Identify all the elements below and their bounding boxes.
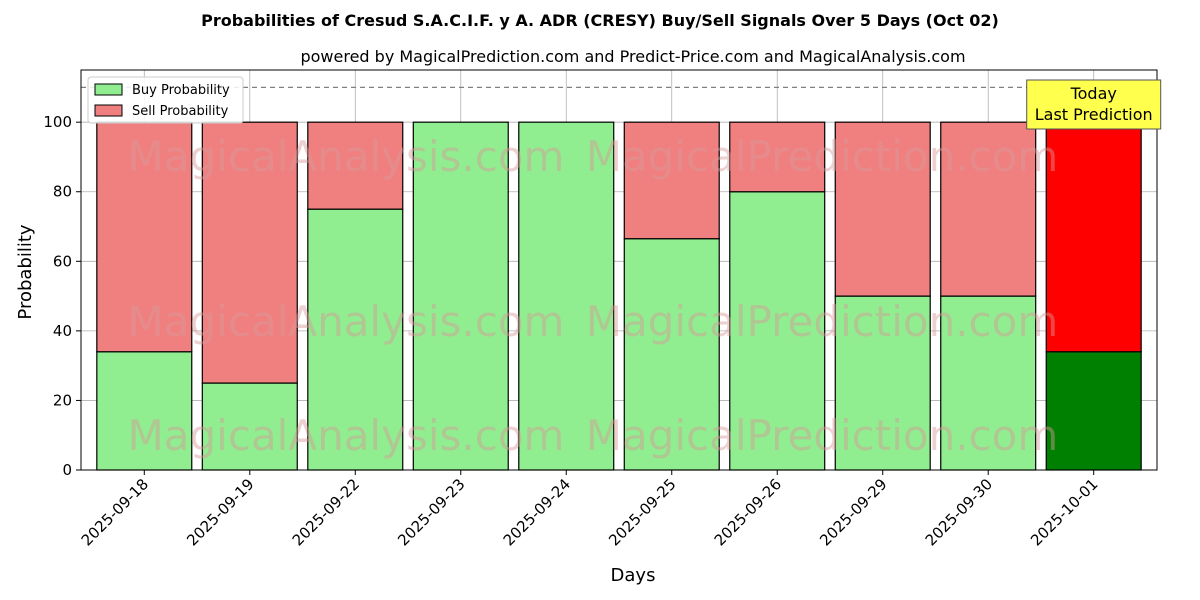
x-tick-label-2025-09-19: 2025-09-19 <box>183 475 257 549</box>
bar-sell-2025-09-29 <box>834 121 931 297</box>
y-tick-label-3: 60 <box>53 252 72 270</box>
y-tick-label-1: 20 <box>53 391 72 409</box>
bar-sell-2025-09-25 <box>623 121 720 240</box>
y-tick-label-4: 80 <box>53 183 72 201</box>
watermark-left-0: MagicalAnalysis.com <box>128 411 565 460</box>
watermark-left-1: MagicalAnalysis.com <box>128 297 565 346</box>
bar-buy-2025-10-01 <box>1045 351 1142 471</box>
x-tick-label-2025-09-30: 2025-09-30 <box>922 475 996 549</box>
watermark-left-2: MagicalAnalysis.com <box>128 132 565 181</box>
bar-buy-2025-09-23 <box>412 121 509 471</box>
x-tick-label-2025-09-22: 2025-09-22 <box>289 475 363 549</box>
annotation-box <box>1026 79 1162 130</box>
y-tick-label-2: 40 <box>53 322 72 340</box>
bar-buy-2025-09-30 <box>940 295 1037 471</box>
legend-swatch-1 <box>94 104 123 117</box>
x-tick-label-2025-09-29: 2025-09-29 <box>816 475 890 549</box>
legend-box <box>87 76 244 124</box>
watermark-right-1: MagicalPrediction.com <box>586 297 1059 346</box>
bar-sell-2025-10-01 <box>1045 121 1142 353</box>
y-axis-label: Probability <box>15 224 36 319</box>
annotation-line-1: Last Prediction <box>1035 105 1153 124</box>
x-tick-label-2025-09-26: 2025-09-26 <box>711 475 785 549</box>
bar-buy-2025-09-18 <box>96 351 193 471</box>
plot-frame <box>80 69 1158 471</box>
y-tick-label-0: 0 <box>62 461 72 479</box>
x-tick-label-2025-09-23: 2025-09-23 <box>394 475 468 549</box>
legend-label-0: Buy Probability <box>132 83 230 98</box>
legend: Buy Probability Sell Probability <box>87 76 244 124</box>
bar-buy-2025-09-26 <box>729 191 826 471</box>
bar-buy-2025-09-29 <box>834 295 931 471</box>
y-tick-label-5: 100 <box>43 113 72 131</box>
legend-label-1: Sell Probability <box>132 104 229 119</box>
bar-sell-2025-09-26 <box>729 121 826 193</box>
legend-swatch-0 <box>94 83 123 96</box>
bar-buy-2025-09-25 <box>623 238 720 471</box>
chart-title: Probabilities of Cresud S.A.C.I.F. y A. … <box>201 11 999 30</box>
bar-sell-2025-09-19 <box>201 121 298 384</box>
bar-sell-2025-09-18 <box>96 121 193 353</box>
bar-buy-2025-09-22 <box>307 208 404 471</box>
x-tick-label-2025-09-25: 2025-09-25 <box>605 475 679 549</box>
x-axis-label: Days <box>611 565 656 586</box>
x-tick-label-2025-10-01: 2025-10-01 <box>1027 475 1101 549</box>
watermark-right-0: MagicalPrediction.com <box>586 411 1059 460</box>
annotation-line-0: Today <box>1070 84 1117 103</box>
bar-sell-2025-09-22 <box>307 121 404 210</box>
x-tick-label-2025-09-24: 2025-09-24 <box>500 475 574 549</box>
plot-area: MagicalAnalysis.com MagicalPrediction.com… <box>43 69 1162 549</box>
chart-subtitle: powered by MagicalPrediction.com and Pre… <box>300 47 965 66</box>
bar-sell-2025-09-30 <box>940 121 1037 297</box>
watermark-right-2: MagicalPrediction.com <box>586 132 1059 181</box>
x-tick-label-2025-09-18: 2025-09-18 <box>78 475 152 549</box>
